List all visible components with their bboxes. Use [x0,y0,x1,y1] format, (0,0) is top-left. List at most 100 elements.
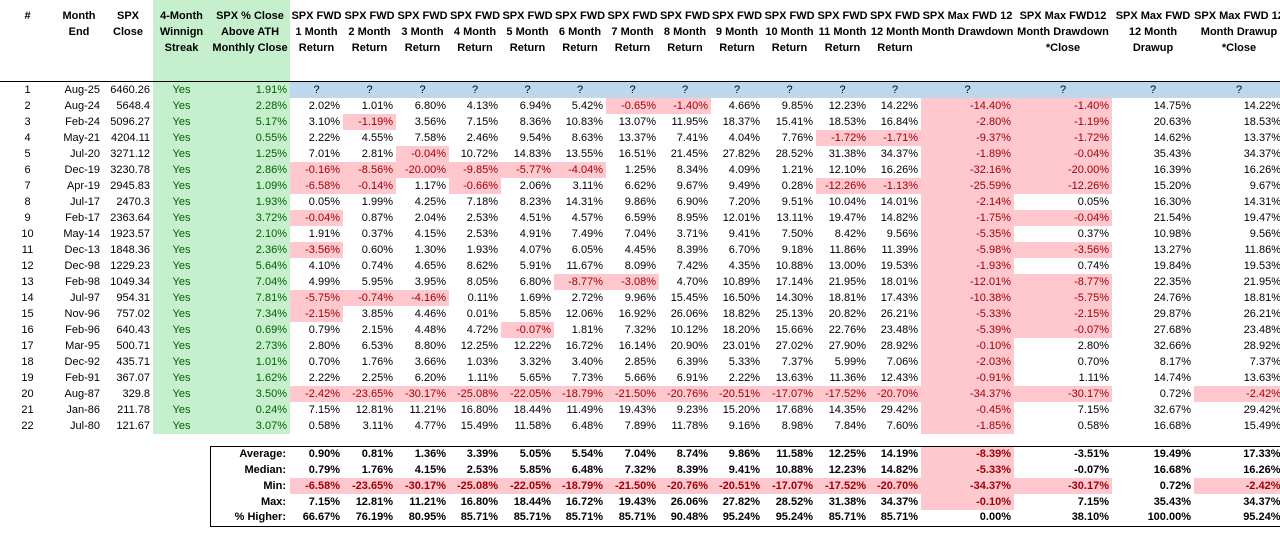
value-cell: 26.21% [880,307,918,320]
value-cell: 18.44% [513,403,551,416]
value-cell: 4.46% [414,307,446,320]
value-cell: 2.53% [466,227,498,240]
value-cell: 15.49% [1243,419,1280,432]
value-cell: -0.74% [343,289,396,306]
stat-value: 85.71% [554,510,606,527]
spx-close-cell: 211.78 [117,403,150,416]
table-row: 19 Feb-91 367.07 Yes 1.62% 2.22% 2.25% 6.20% 1.1… [0,369,1280,386]
value-cell: 16.26% [880,163,918,176]
value-cell: 2.73% [210,337,290,354]
row-number: 20 [21,387,34,400]
value-cell: 14.75% [1153,99,1191,112]
value-cell: 1.03% [466,355,498,368]
value-cell: Yes [153,353,210,370]
month-end-cell: Feb-98 [65,275,100,288]
stat-value: 8.39% [676,463,708,476]
value-cell: ? [1112,81,1194,98]
value-cell: -8.56% [343,161,396,178]
column-header: SPX FWD 5 Month Return [501,0,554,82]
stat-value: 11.58% [763,445,816,462]
value-cell: 19.53% [880,259,918,272]
value-cell: 10.88% [775,259,813,272]
value-cell: 11.86% [829,243,867,256]
value-cell: ? [763,81,816,98]
value-cell: 7.41% [676,131,708,144]
value-cell: -0.04% [1014,209,1112,226]
spx-close-cell: 5096.27 [110,115,150,128]
column-header: Month End [55,0,103,82]
stat-value: 31.38% [828,495,866,508]
value-cell: 9.56% [886,227,918,240]
stat-value: -18.79% [554,478,606,494]
value-cell: Yes [153,241,210,258]
value-cell: 11.58% [514,419,552,432]
value-cell: 21.45% [670,147,708,160]
value-cell: 2.22% [728,371,760,384]
value-cell: 3.50% [210,385,290,402]
value-cell: 8.98% [781,419,813,432]
value-cell: 2.46% [466,131,498,144]
value-cell: -12.26% [1014,177,1112,194]
column-header: SPX Max FWD 12 Month Drawdown [921,0,1014,82]
spx-forward-returns-table: # Month End SPX Close 4-Month Winnign Strea… [0,0,1280,527]
value-cell: 29.42% [1243,403,1280,416]
month-end-cell: May-14 [63,227,100,240]
stat-value: 5.05% [501,445,554,462]
stat-value: 2.53% [466,463,498,476]
value-cell: 0.37% [1077,227,1109,240]
value-cell: 19.84% [1153,259,1191,272]
value-cell: 16.51% [618,147,656,160]
value-cell: Yes [153,337,210,354]
value-cell: 16.30% [1153,195,1191,208]
value-cell: 8.42% [834,227,866,240]
empty-cell [55,434,103,447]
value-cell: 9.96% [624,291,656,304]
row-number: 6 [24,163,31,176]
value-cell: 27.68% [1153,323,1191,336]
value-cell: 25.13% [775,307,813,320]
empty-cell [1014,434,1112,447]
value-cell: -3.56% [290,241,343,258]
value-cell: 4.25% [414,195,446,208]
value-cell: 20.90% [670,339,708,352]
row-number: 3 [24,115,31,128]
month-end-cell: May-21 [63,131,100,144]
table-row: 10 May-14 1923.57 Yes 2.10% 1.91% 0.37% 4.15% 2.… [0,225,1280,242]
value-cell: 2.53% [466,211,498,224]
value-cell: 2.22% [308,371,340,384]
month-end-cell: Jan-86 [66,403,100,416]
value-cell: 14.83% [513,147,551,160]
value-cell: 1.76% [361,355,393,368]
empty-cell [659,434,711,447]
row-number: 11 [21,243,34,256]
empty-cell [103,462,153,478]
row-number: 15 [21,307,34,320]
value-cell: 18.53% [1243,115,1280,128]
value-cell: 17.14% [775,275,813,288]
value-cell: 0.60% [361,243,393,256]
value-cell: -2.15% [1014,305,1112,322]
value-cell: 4.45% [624,243,656,256]
value-cell: 7.06% [886,355,918,368]
value-cell: -21.50% [606,385,659,402]
value-cell: -1.72% [1014,129,1112,146]
value-cell: 9.49% [728,179,760,192]
value-cell: 0.37% [361,227,393,240]
value-cell: 31.38% [828,147,866,160]
value-cell: Yes [153,209,210,226]
value-cell: 1.01% [210,353,290,370]
value-cell: 3.66% [414,355,446,368]
value-cell: -2.42% [1194,385,1280,402]
value-cell: 3.95% [414,275,446,288]
value-cell: 8.39% [676,243,708,256]
value-cell: 4.91% [519,227,551,240]
value-cell: 3.56% [414,115,446,128]
value-cell: 5.66% [624,371,656,384]
stats-row: Average: 0.90% 0.81% 1.36% 3.39% 5.05% 5.54% 7.… [0,445,1280,462]
value-cell: ? [554,81,606,98]
value-cell: -2.03% [921,353,1014,370]
stat-value: 85.71% [816,510,869,527]
value-cell: 14.01% [880,195,918,208]
table-row: 22 Jul-80 121.67 Yes 3.07% 0.58% 3.11% 4.77% 15.… [0,417,1280,434]
value-cell: ? [343,81,396,98]
